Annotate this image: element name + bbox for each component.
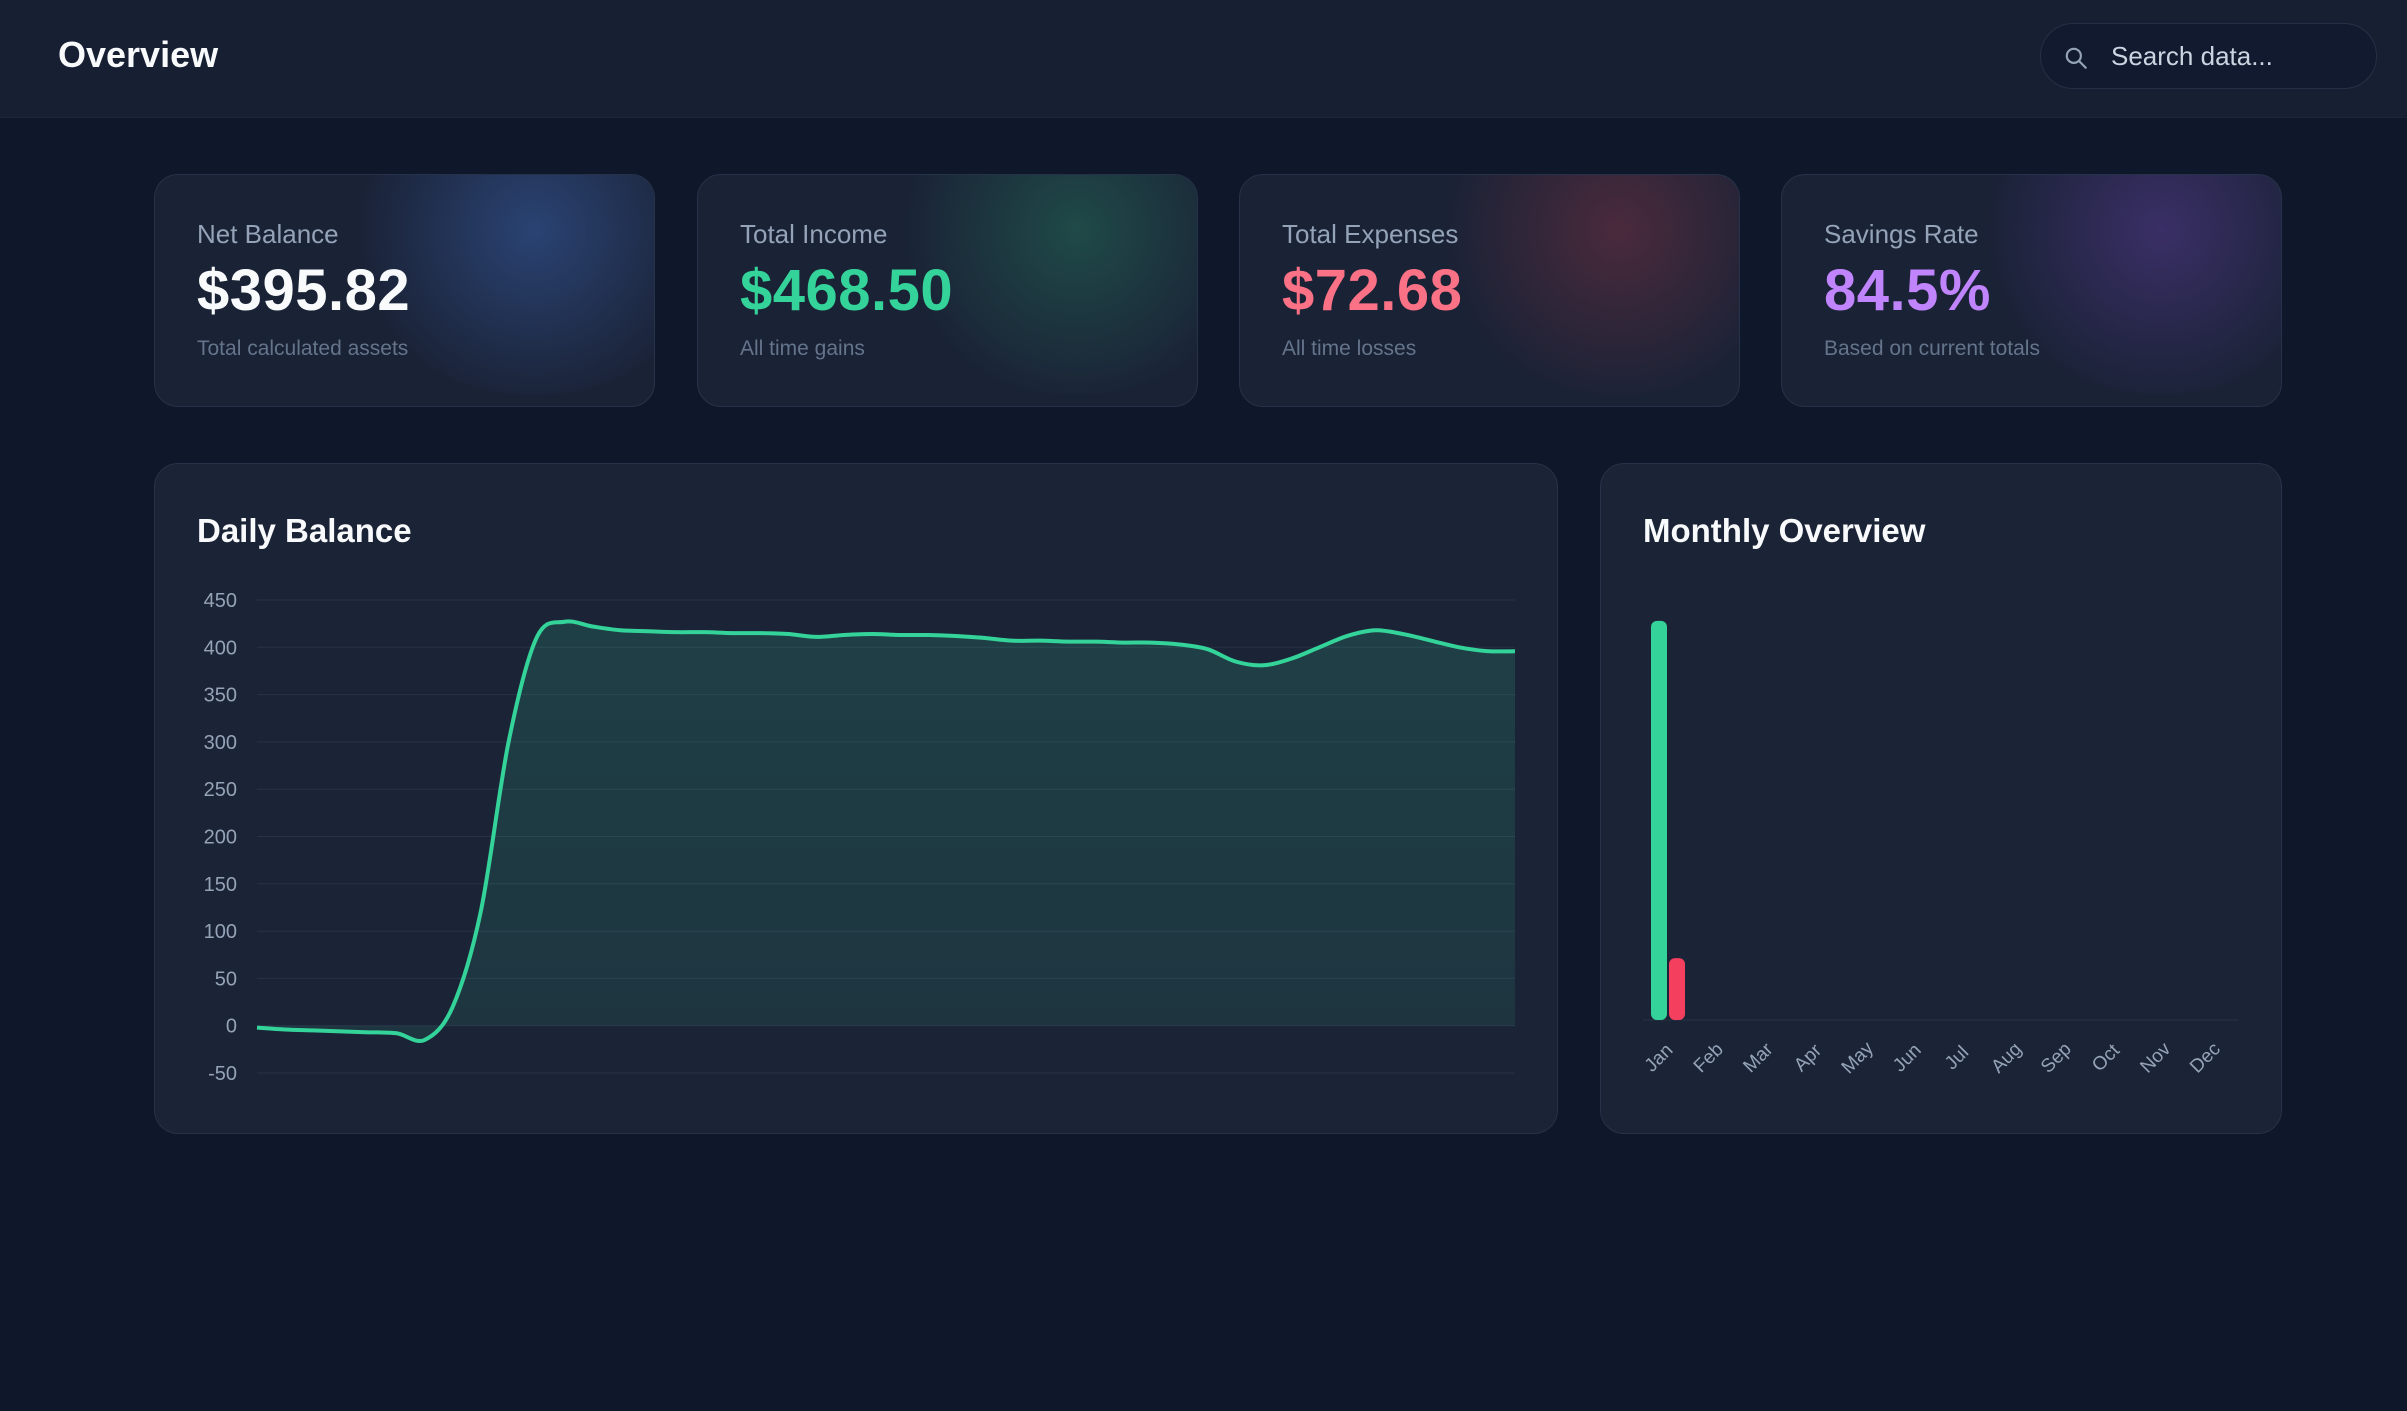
x-tick-label: Jan	[1641, 1040, 1678, 1077]
y-tick-label: 300	[204, 732, 237, 754]
card-glow	[1971, 175, 2281, 395]
monthly-overview-chart[interactable]: Jan Feb Mar Apr May Jun Jul Aug Sep Oct Nov Dec	[1601, 464, 2283, 1135]
savings-rate-card: Savings Rate 84.5% Based on current tota…	[1781, 174, 2282, 407]
x-tick-label: Dec	[2186, 1039, 2225, 1078]
month-bar[interactable]	[1669, 958, 1685, 1020]
card-subtitle: Based on current totals	[1824, 337, 2040, 360]
x-tick-label: Sep	[2037, 1039, 2076, 1078]
card-label: Total Expenses	[1282, 219, 1459, 249]
monthly-overview-panel: Monthly Overview Jan Feb Mar Apr May Jun Jul Au…	[1600, 463, 2282, 1134]
card-value: $468.50	[740, 258, 954, 323]
month-bar[interactable]	[1651, 620, 1667, 1020]
card-value: 84.5%	[1824, 258, 1991, 323]
net-balance-card: Net Balance $395.82 Total calculated ass…	[154, 174, 655, 407]
card-value: $72.68	[1282, 258, 1463, 323]
card-label: Savings Rate	[1824, 219, 1979, 249]
daily-balance-panel: Daily Balance 450 400 350 300 250 200 150 100 50…	[154, 463, 1558, 1134]
panel-title: Monthly Overview	[1643, 512, 1926, 549]
x-tick-label: Jul	[1941, 1042, 1973, 1074]
y-tick-label: 0	[226, 1016, 237, 1038]
y-tick-label: 150	[204, 874, 237, 896]
card-label: Total Income	[740, 219, 888, 249]
card-value: $395.82	[197, 258, 411, 323]
daily-balance-chart[interactable]: 450 400 350 300 250 200 150 100 50 0 -50	[155, 464, 1559, 1135]
x-tick-label: Aug	[1987, 1039, 2026, 1078]
card-subtitle: All time gains	[740, 337, 865, 360]
page-title: Overview	[58, 34, 219, 75]
x-tick-label: Jun	[1889, 1040, 1926, 1077]
card-glow	[1429, 175, 1739, 395]
area-fill	[257, 621, 1515, 1042]
y-tick-label: 50	[215, 968, 237, 990]
y-tick-label: 100	[204, 921, 237, 943]
total-income-card: Total Income $468.50 All time gains	[697, 174, 1198, 407]
y-tick-label: 400	[204, 637, 237, 659]
balance-line	[256, 619, 1516, 1043]
x-tick-label: May	[1838, 1038, 1879, 1079]
y-tick-label: 350	[204, 685, 237, 707]
x-tick-label: Mar	[1739, 1039, 1777, 1077]
y-tick-label: 450	[204, 590, 237, 612]
top-bar: Overview	[0, 0, 2407, 118]
search-icon	[2065, 47, 2087, 69]
card-label: Net Balance	[197, 219, 339, 249]
y-tick-label: -50	[208, 1063, 237, 1085]
x-tick-label: Apr	[1790, 1040, 1826, 1076]
x-tick-label: Nov	[2136, 1038, 2175, 1077]
search-input[interactable]	[2111, 24, 2361, 88]
card-subtitle: All time losses	[1282, 337, 1417, 360]
y-tick-label: 200	[204, 827, 237, 849]
card-subtitle: Total calculated assets	[197, 337, 409, 360]
x-tick-label: Oct	[2088, 1040, 2124, 1076]
total-expenses-card: Total Expenses $72.68 All time losses	[1239, 174, 1740, 407]
x-tick-label: Feb	[1690, 1039, 1728, 1077]
panel-title: Daily Balance	[197, 512, 412, 549]
y-tick-label: 250	[204, 779, 237, 801]
search-box[interactable]	[2040, 23, 2377, 89]
